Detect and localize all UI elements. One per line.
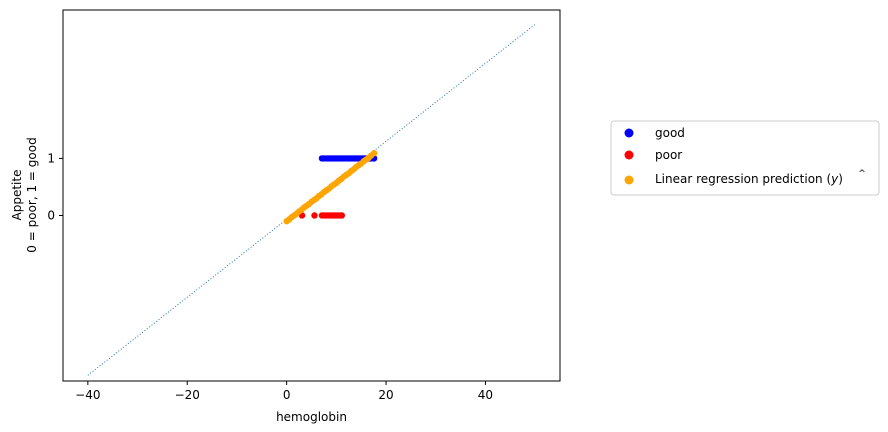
x-axis: −40 −20 0 20 40: [75, 381, 493, 402]
x-tick-label: 40: [478, 388, 493, 402]
legend-marker-poor: [624, 150, 634, 160]
legend-label-good: good: [655, 126, 685, 140]
plot-frame: [62, 9, 561, 382]
legend-label-poor: poor: [655, 148, 682, 162]
legend-label-prediction-yhat: y: [830, 172, 839, 186]
y-tick-label: 0: [47, 208, 55, 222]
point-prediction: [370, 150, 378, 157]
point-poor: [338, 212, 346, 219]
x-axis-label: hemoglobin: [276, 410, 347, 424]
points-layer: [283, 150, 378, 225]
legend: good poor Linear regression prediction (…: [610, 120, 880, 196]
x-tick-label: −40: [75, 388, 100, 402]
x-tick-label: −20: [175, 388, 200, 402]
x-tick-label: 0: [283, 388, 291, 402]
x-tick-label: 20: [378, 388, 393, 402]
legend-frame: [610, 120, 880, 196]
legend-label-prediction-prefix: Linear regression prediction (: [655, 172, 831, 186]
legend-hat-accent: ^: [858, 169, 866, 179]
legend-label-prediction-suffix: ): [838, 172, 843, 186]
y-axis-label-line-1: Appetite: [10, 170, 24, 221]
y-tick-label: 1: [47, 151, 55, 165]
y-axis: 01: [47, 151, 63, 222]
legend-label-prediction: Linear regression prediction (y): [655, 172, 843, 186]
legend-marker-good: [624, 128, 634, 138]
y-axis-label-line-2: 0 = poor, 1 = good: [25, 137, 39, 252]
point-poor: [311, 212, 318, 219]
legend-marker-prediction: [624, 175, 634, 185]
plot-background: [63, 10, 560, 381]
